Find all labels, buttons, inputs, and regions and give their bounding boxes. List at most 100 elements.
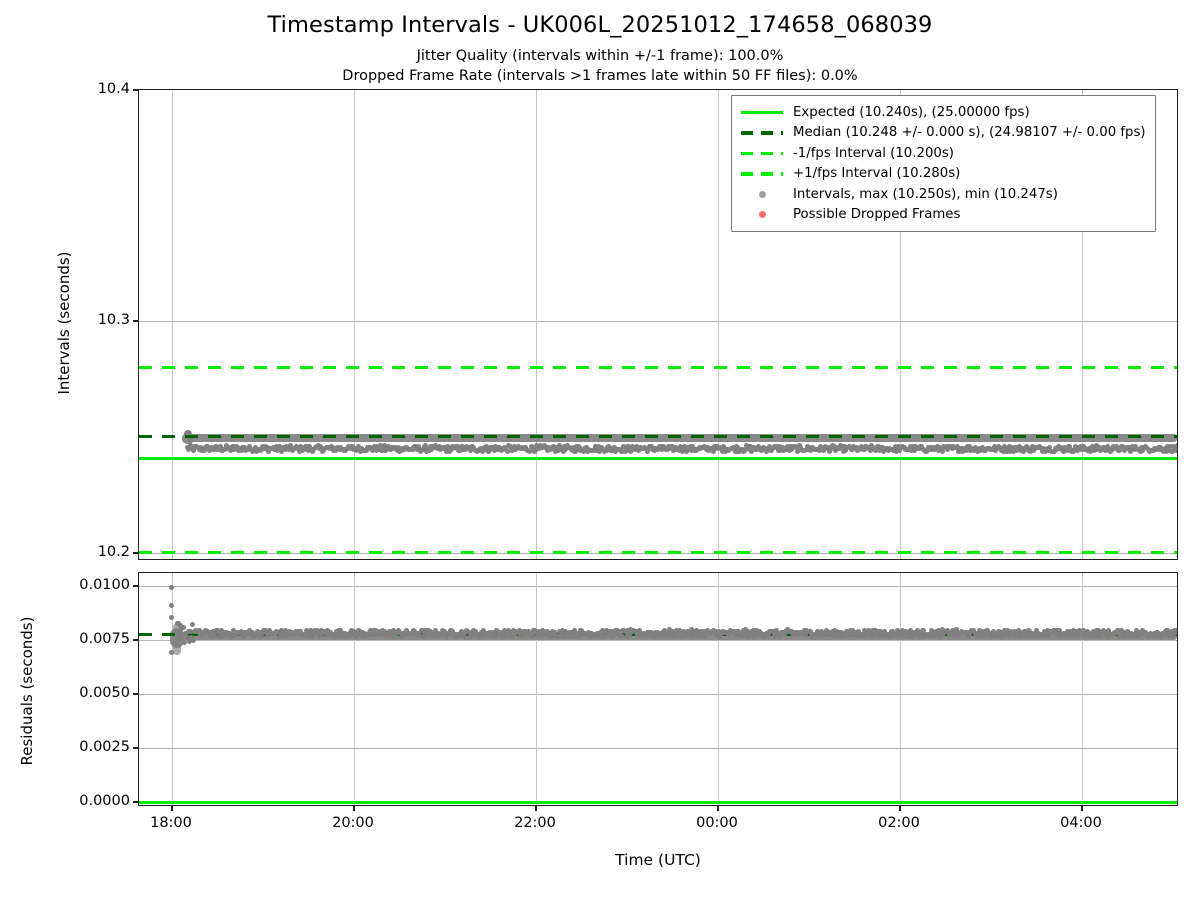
interval-point bbox=[789, 447, 795, 453]
legend-label-plus-one-fps: +1/fps Interval (10.280s) bbox=[793, 166, 961, 182]
interval-point bbox=[1088, 448, 1094, 454]
y-tick-mark-intervals-10-4 bbox=[133, 89, 138, 91]
residual-point bbox=[1153, 634, 1159, 640]
interval-point bbox=[422, 443, 428, 449]
residual-point bbox=[807, 629, 813, 635]
residual-point bbox=[963, 629, 969, 635]
interval-point bbox=[597, 448, 603, 454]
legend-label-dropped-frames: Possible Dropped Frames bbox=[793, 207, 961, 223]
interval-point bbox=[510, 447, 516, 453]
residual-point bbox=[1024, 634, 1030, 640]
residual-outlier-point bbox=[168, 614, 174, 620]
residuals-scatter-spread-left bbox=[173, 623, 181, 655]
residual-point bbox=[774, 627, 780, 633]
interval-point bbox=[416, 443, 422, 449]
residual-point bbox=[849, 627, 855, 633]
interval-point bbox=[364, 448, 370, 454]
residual-point bbox=[372, 628, 378, 634]
interval-point bbox=[1020, 448, 1026, 454]
residual-point bbox=[619, 633, 625, 639]
residual-point bbox=[862, 628, 868, 634]
residual-point bbox=[752, 632, 758, 638]
interval-point bbox=[507, 444, 513, 450]
residual-outlier-point bbox=[168, 602, 174, 608]
interval-point bbox=[644, 448, 650, 454]
residual-point bbox=[469, 631, 475, 637]
expected-interval-line bbox=[139, 457, 1177, 460]
residual-point bbox=[462, 634, 468, 640]
legend-item-intervals: Intervals, max (10.250s), min (10.247s) bbox=[740, 184, 1146, 205]
residual-point bbox=[673, 627, 679, 633]
residual-point bbox=[690, 633, 696, 639]
residual-point bbox=[1123, 633, 1128, 639]
residual-point bbox=[216, 633, 222, 639]
x-axis-label: Time (UTC) bbox=[615, 851, 701, 869]
interval-point bbox=[396, 444, 402, 450]
residual-point bbox=[1021, 629, 1027, 635]
x-tick-label-0000: 00:00 bbox=[696, 815, 738, 831]
residual-point bbox=[282, 627, 288, 633]
interval-point bbox=[557, 443, 563, 449]
interval-point bbox=[266, 448, 272, 454]
x-tick-label-0400: 04:00 bbox=[1060, 815, 1102, 831]
chart-subtitle-jitter-quality: Jitter Quality (intervals within +/-1 fr… bbox=[416, 48, 784, 64]
residual-point bbox=[903, 629, 909, 635]
residual-point bbox=[882, 629, 888, 635]
residual-point bbox=[667, 627, 673, 633]
residual-point bbox=[950, 628, 956, 634]
residual-point bbox=[488, 633, 494, 639]
residual-point bbox=[1029, 634, 1035, 640]
chart-legend[interactable]: Expected (10.240s), (25.00000 fps) Media… bbox=[731, 95, 1156, 232]
gridline-intervals-10-3 bbox=[139, 321, 1177, 322]
residual-point bbox=[637, 627, 643, 633]
interval-point bbox=[460, 444, 466, 450]
residual-point bbox=[917, 634, 923, 640]
gridline-residuals-0-0100 bbox=[139, 586, 1177, 587]
residual-point bbox=[865, 628, 871, 634]
residual-point bbox=[1105, 633, 1111, 639]
residual-point bbox=[486, 629, 492, 635]
interval-point bbox=[794, 448, 800, 454]
interval-point bbox=[778, 448, 784, 454]
residual-point bbox=[937, 634, 943, 640]
interval-point bbox=[689, 443, 695, 449]
residual-point bbox=[610, 633, 616, 639]
residual-point bbox=[219, 627, 225, 633]
interval-point bbox=[247, 443, 253, 449]
interval-point bbox=[749, 448, 755, 454]
interval-point bbox=[279, 448, 285, 454]
interval-point bbox=[622, 448, 628, 454]
gridline-residuals-0-0075 bbox=[139, 640, 1177, 641]
gridline-residuals-0-0050 bbox=[139, 694, 1177, 695]
interval-point bbox=[1174, 447, 1177, 453]
residual-point bbox=[1019, 633, 1025, 639]
interval-point bbox=[1175, 443, 1177, 449]
residual-point bbox=[1117, 633, 1123, 639]
residual-point bbox=[537, 632, 543, 638]
interval-point bbox=[1110, 447, 1116, 453]
residual-point bbox=[981, 633, 987, 638]
residual-point bbox=[701, 633, 707, 639]
interval-point bbox=[1047, 444, 1053, 450]
interval-point bbox=[973, 444, 979, 450]
residual-point bbox=[226, 630, 232, 636]
interval-point bbox=[377, 443, 383, 449]
interval-point bbox=[1065, 448, 1071, 454]
interval-point bbox=[894, 448, 900, 454]
x-tick-label-2000: 20:00 bbox=[332, 815, 374, 831]
y-tick-mark-intervals-10-2 bbox=[133, 552, 138, 554]
residual-point bbox=[1001, 628, 1007, 634]
residual-outlier-point bbox=[168, 584, 174, 590]
residual-point bbox=[1165, 627, 1171, 633]
residual-point bbox=[572, 627, 578, 633]
legend-label-expected: Expected (10.240s), (25.00000 fps) bbox=[793, 104, 1030, 120]
interval-point bbox=[867, 448, 873, 454]
interval-point bbox=[671, 448, 677, 454]
legend-key-dropped-frames-dot bbox=[740, 208, 784, 222]
interval-point bbox=[1067, 443, 1073, 449]
residual-point bbox=[1137, 632, 1143, 638]
x-tick-mark-0400 bbox=[1081, 806, 1083, 811]
residual-point bbox=[576, 633, 582, 639]
interval-point bbox=[1133, 443, 1139, 449]
residual-point bbox=[741, 632, 747, 638]
